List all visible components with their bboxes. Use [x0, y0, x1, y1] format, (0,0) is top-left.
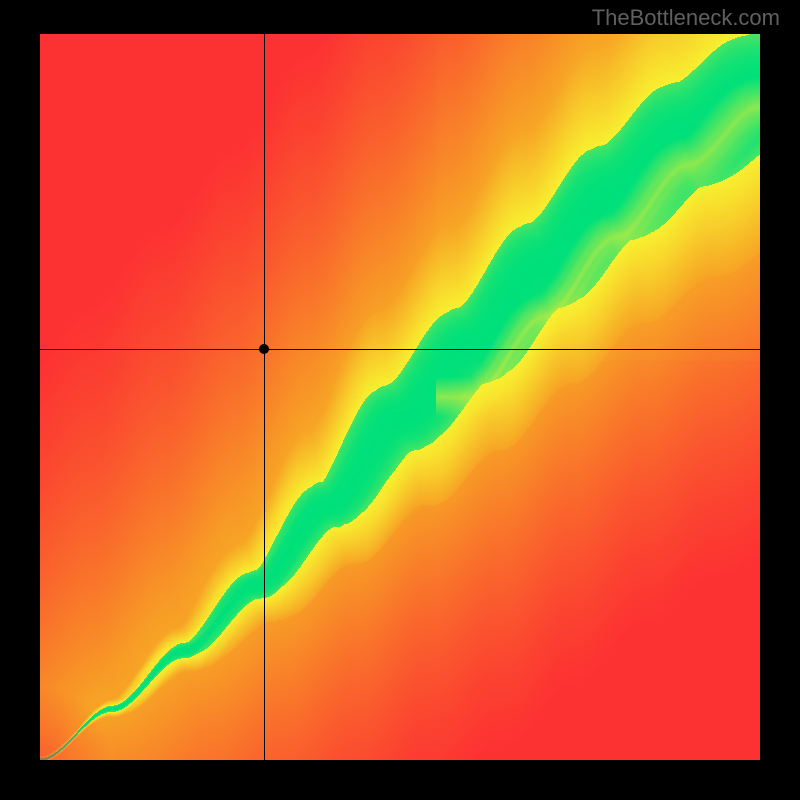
- bottleneck-heatmap: [40, 34, 760, 760]
- watermark-text: TheBottleneck.com: [592, 5, 780, 31]
- chart-container: TheBottleneck.com: [0, 0, 800, 800]
